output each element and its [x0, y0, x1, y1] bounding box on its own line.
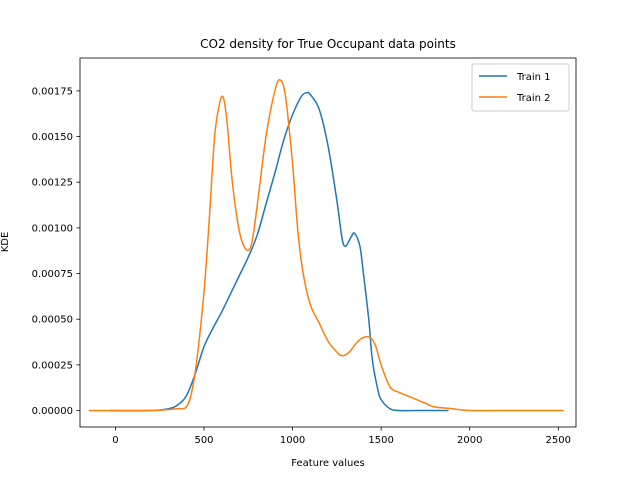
y-tick-label: 0.00100: [32, 223, 73, 234]
y-tick-label: 0.00050: [32, 315, 73, 326]
y-axis-label: KDE: [0, 232, 11, 253]
legend-label-train-2: Train 2: [516, 93, 551, 104]
x-tick-label: 500: [194, 435, 213, 446]
x-tick-label: 2500: [546, 435, 571, 446]
x-tick-label: 2000: [457, 435, 482, 446]
series-layer: [88, 79, 564, 412]
x-tick-label: 0: [112, 435, 118, 446]
x-tick-label: 1500: [368, 435, 393, 446]
legend: Train 1 Train 2: [471, 63, 570, 112]
y-tick-label: 0.00150: [32, 132, 73, 143]
x-tick-label: 1000: [280, 435, 305, 446]
y-axis: 0.00000 0.00025 0.00050 0.00075 0.00100 0.001…: [32, 86, 80, 417]
y-tick-label: 0.00000: [32, 406, 73, 417]
series-line-train-2: [88, 79, 564, 412]
y-tick-label: 0.00075: [32, 269, 73, 280]
series-line-train-1: [110, 91, 449, 412]
legend-label-train-1: Train 1: [516, 72, 551, 83]
x-axis-label: Feature values: [291, 458, 365, 469]
chart-title: CO2 density for True Occupant data point…: [200, 37, 456, 51]
plot-area: [79, 57, 577, 428]
y-tick-label: 0.00125: [32, 178, 73, 189]
x-axis: 0 500 1000 1500 2000 2500: [112, 427, 571, 446]
y-tick-label: 0.00175: [32, 86, 73, 97]
y-tick-label: 0.00025: [32, 360, 73, 371]
